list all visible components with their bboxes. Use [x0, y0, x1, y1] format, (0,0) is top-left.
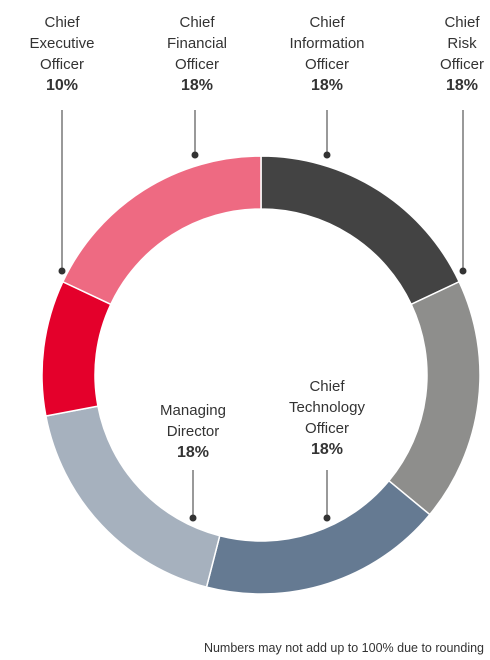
value-label: 18% — [176, 444, 210, 461]
segment-label: Chief Risk Officer 18% — [440, 12, 484, 96]
category-name: Chief Financial Officer — [166, 14, 228, 73]
value-label: 18% — [310, 441, 344, 458]
footnote: Numbers may not add up to 100% due to ro… — [203, 641, 484, 655]
donut-segment — [387, 280, 481, 516]
leader-dot — [191, 151, 199, 159]
leader-dot — [58, 267, 66, 275]
leader-dot — [189, 514, 197, 522]
category-name: Chief Risk Officer — [440, 14, 484, 73]
category-name: Managing Director — [160, 402, 226, 440]
donut-segment — [205, 479, 431, 595]
value-label: 10% — [45, 77, 79, 94]
donut-segment — [41, 280, 112, 417]
category-name: Chief Technology Officer — [289, 378, 365, 437]
category-name: Chief Information Officer — [289, 14, 365, 73]
category-name: Chief Executive Officer — [29, 14, 95, 73]
value-label: 18% — [180, 77, 214, 94]
donut-segment — [61, 155, 262, 306]
value-label: 18% — [445, 77, 479, 94]
segment-label: Chief Technology Officer 18% — [289, 376, 365, 460]
leader-dot — [323, 514, 331, 522]
segment-label: Chief Executive Officer 10% — [29, 12, 94, 96]
donut-segment — [260, 155, 461, 306]
segment-label: Chief Financial Officer 18% — [167, 12, 227, 96]
segment-label: Managing Director 18% — [160, 400, 226, 463]
value-label: 18% — [310, 77, 344, 94]
leader-dot — [459, 267, 467, 275]
segment-label: Chief Information Officer 18% — [289, 12, 364, 96]
leader-dot — [323, 151, 331, 159]
